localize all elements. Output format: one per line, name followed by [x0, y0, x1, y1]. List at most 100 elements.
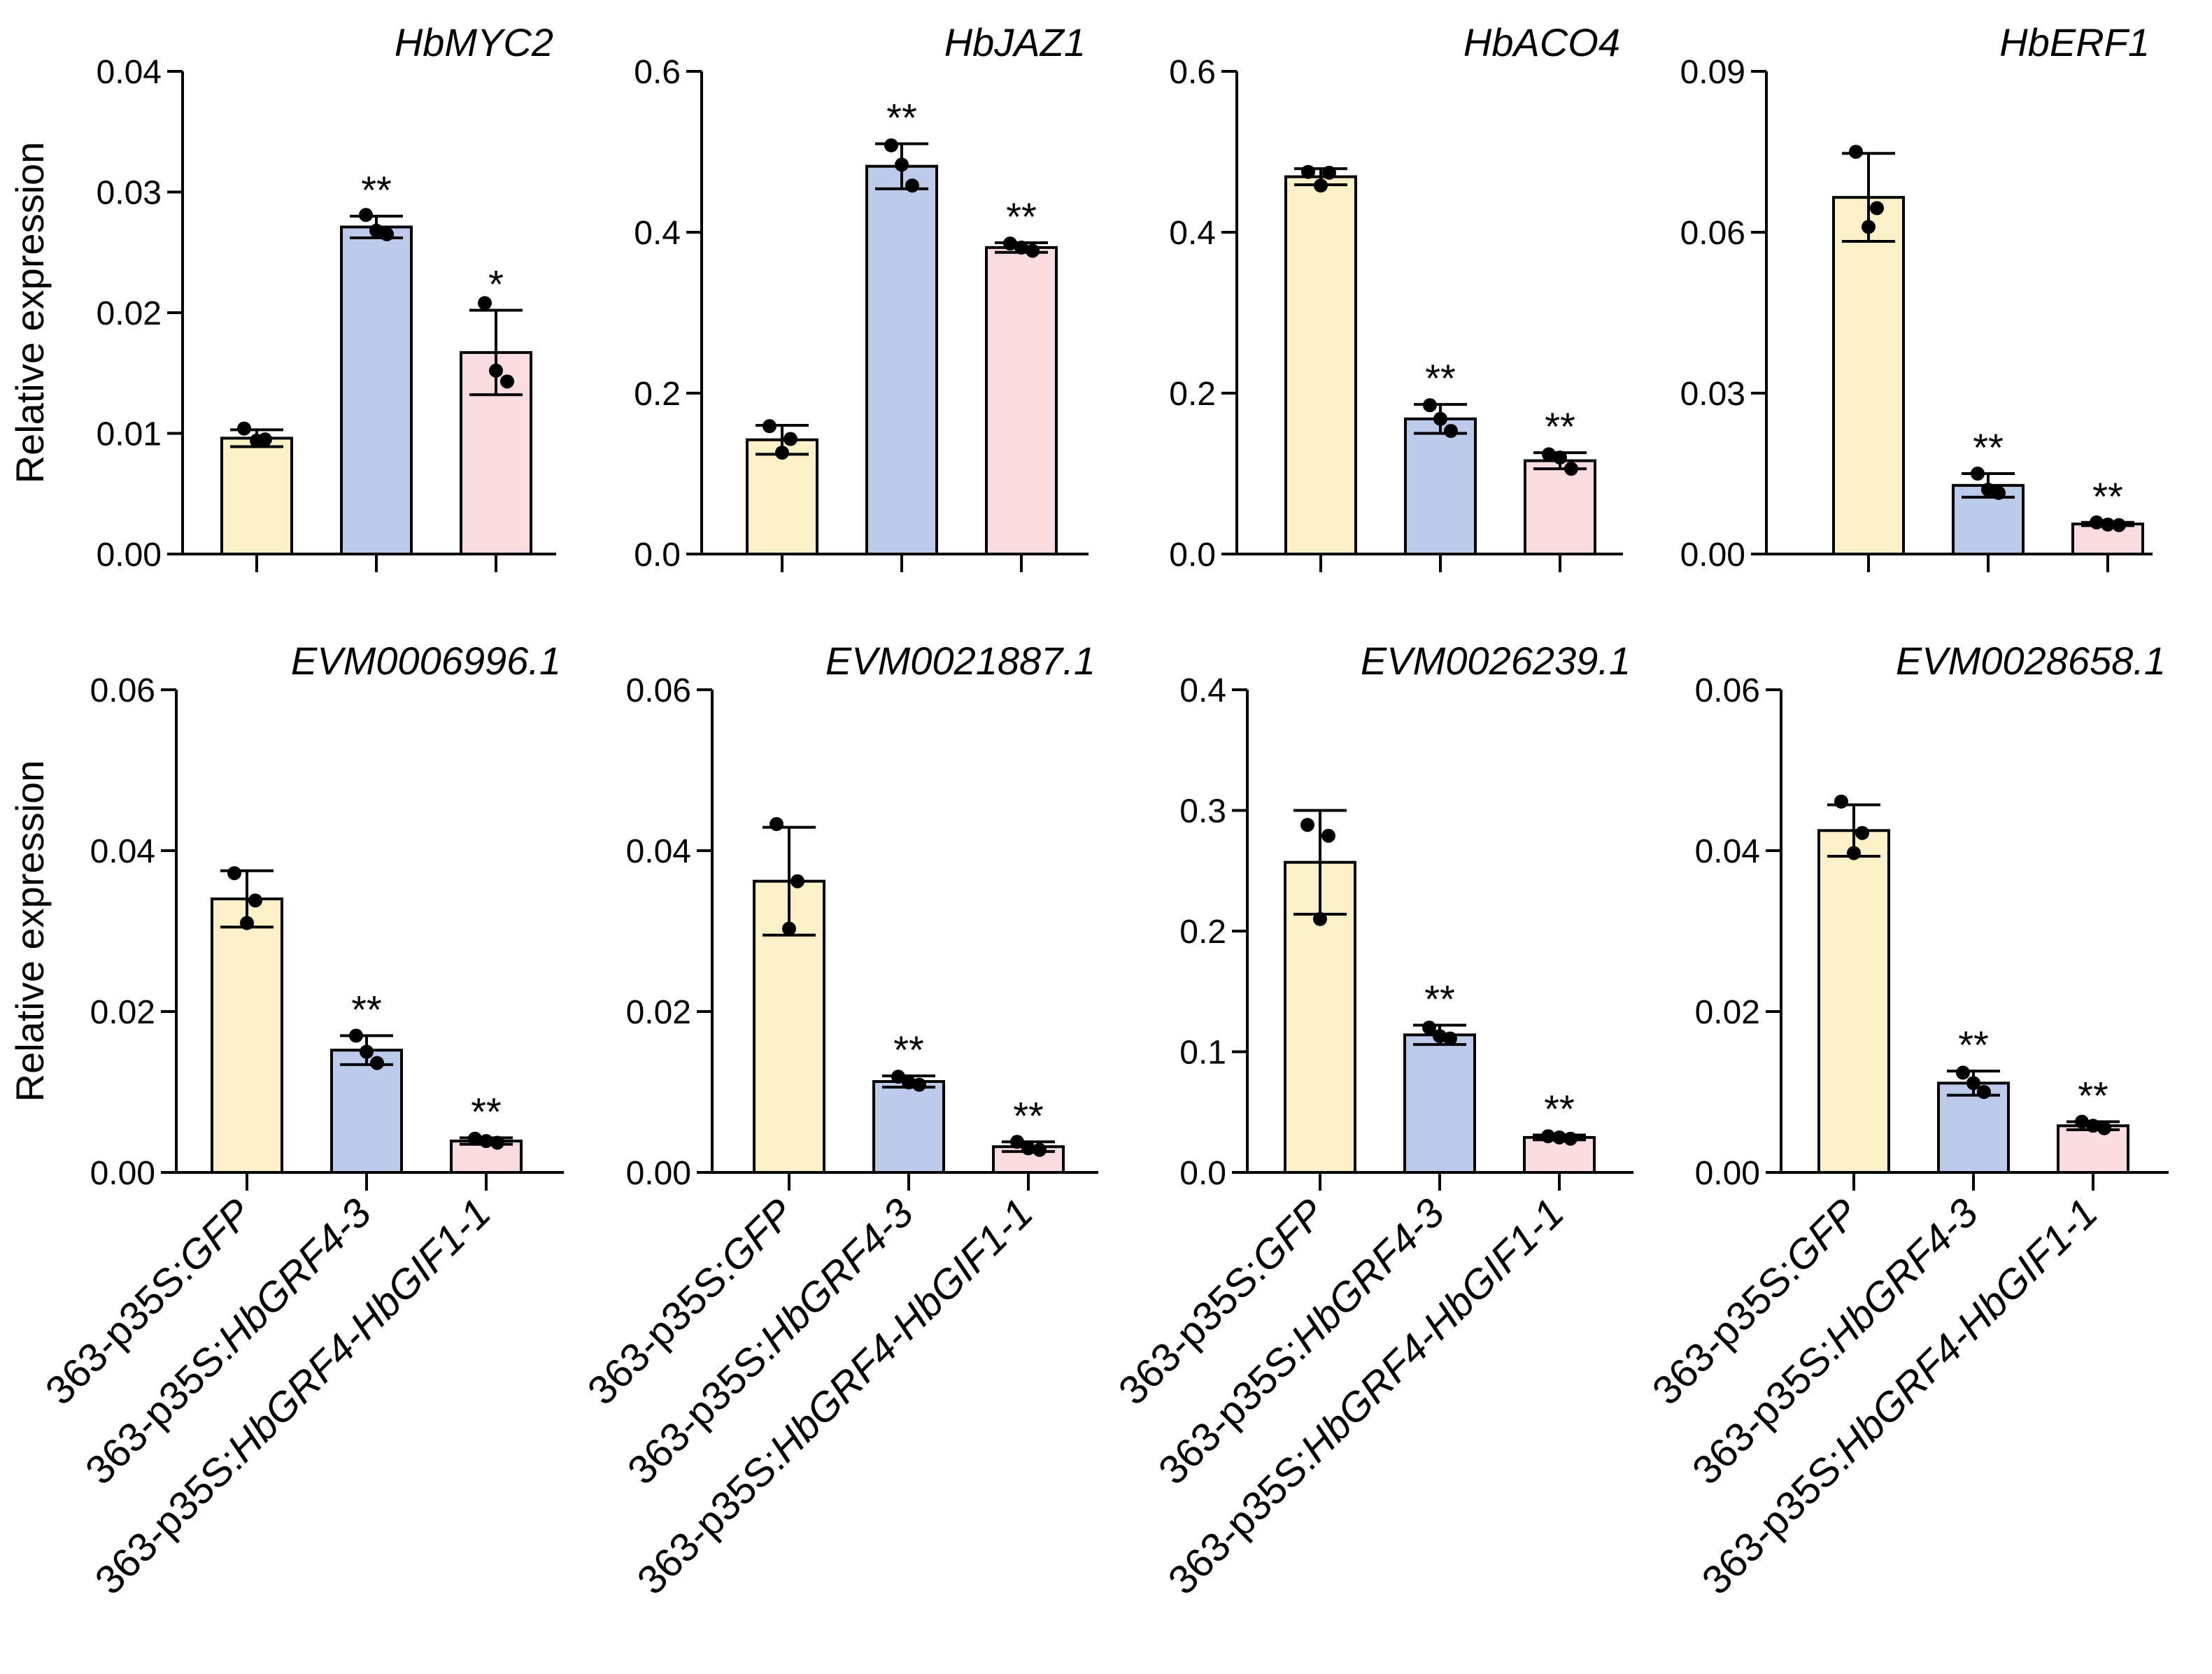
y-tick-label: 0.04 [90, 833, 155, 870]
data-point [1322, 165, 1336, 180]
data-point [1033, 1142, 1047, 1157]
data-point [1971, 467, 1985, 481]
data-point [479, 1134, 493, 1149]
panel-title: HbERF1 [1999, 20, 2150, 64]
data-point [1423, 398, 1437, 413]
data-point [1966, 1076, 1980, 1091]
data-point [1433, 411, 1447, 426]
panel-hbaco4: 0.0 0.2 0.4 0.6 HbACO4 ** ** [1169, 20, 1623, 574]
panel-evm0026239-1: 0.0 0.1 0.2 0.3 0.4 EVM0026239.1 ** ** 363-p35S:… [1110, 639, 1633, 1603]
data-point [468, 1131, 482, 1146]
y-tick-label: 0.06 [1680, 215, 1745, 252]
y-tick-label: 0.02 [97, 295, 162, 332]
data-point [1992, 485, 2006, 500]
data-point [240, 916, 254, 930]
data-point [1834, 794, 1848, 809]
data-point [1542, 447, 1556, 462]
data-point [1422, 1021, 1436, 1035]
data-point [884, 138, 898, 152]
data-point [2086, 1119, 2100, 1133]
data-point [1301, 164, 1315, 179]
y-tick-label: 0.2 [634, 376, 681, 413]
y-axis-label: Relative expression [8, 760, 52, 1102]
x-category-label: 363-p35S:GFP [1644, 1190, 1868, 1414]
significance-label: ** [361, 168, 392, 212]
data-point [359, 208, 373, 222]
data-point [775, 446, 789, 460]
data-point [905, 178, 919, 193]
significance-label: ** [1958, 1023, 1989, 1067]
panel-title: HbACO4 [1463, 20, 1620, 64]
data-point [763, 419, 777, 434]
panel-hberf1: 0.00 0.03 0.06 0.09 HbERF1 ** ** [1680, 20, 2153, 574]
bar [330, 1049, 403, 1174]
data-point [891, 1070, 905, 1084]
panel-hbmyc2: 0.00 0.01 0.02 0.03 0.04 HbMYC2 Relative expre… [8, 20, 556, 574]
significance-label: ** [2078, 1074, 2108, 1118]
bar [2057, 1124, 2129, 1175]
data-point [1564, 1131, 1578, 1146]
y-tick-label: 0.4 [634, 215, 681, 252]
y-tick-label: 0.04 [97, 54, 162, 91]
bar [1404, 417, 1477, 555]
bar [985, 246, 1058, 555]
data-point [490, 1135, 504, 1150]
data-point [1956, 1065, 1970, 1080]
significance-label: ** [351, 988, 382, 1032]
y-tick-label: 0.3 [1179, 793, 1226, 830]
y-tick-label: 0.03 [97, 175, 162, 212]
data-point [349, 1028, 363, 1043]
data-point [1553, 451, 1567, 464]
y-tick-label: 0.06 [1695, 672, 1760, 709]
y-tick-label: 0.2 [1179, 914, 1226, 951]
significance-label: * [488, 262, 504, 306]
x-category-label: 363-p35S:GFP [579, 1190, 803, 1414]
data-point [1021, 1141, 1035, 1156]
panel-title: EVM0028658.1 [1896, 639, 2166, 683]
panel-title: EVM0006996.1 [291, 639, 561, 683]
data-point [1564, 462, 1578, 476]
data-point [1977, 1085, 1991, 1099]
y-tick-label: 0.06 [626, 672, 691, 709]
panel-hbjaz1: 0.0 0.2 0.4 0.6 HbJAZ1 ** ** [634, 20, 1089, 574]
data-point [380, 227, 394, 241]
y-tick-label: 0.04 [626, 833, 691, 870]
bar [1937, 1081, 2010, 1174]
panel-title: EVM0021887.1 [825, 639, 1096, 683]
data-point [1026, 243, 1040, 258]
bar [865, 164, 938, 555]
data-point [1855, 825, 1869, 840]
y-tick-label: 0.00 [90, 1155, 155, 1192]
data-point [1313, 912, 1327, 926]
y-tick-label: 0.0 [634, 537, 681, 574]
y-tick-label: 0.4 [1179, 672, 1226, 709]
bar [1403, 1033, 1476, 1174]
data-point [790, 874, 804, 888]
data-point [369, 223, 383, 238]
significance-label: ** [1006, 194, 1037, 239]
data-point [1862, 220, 1876, 234]
data-point [1849, 145, 1863, 159]
data-point [1443, 1031, 1457, 1046]
x-category-label: 363-p35S:GFP [37, 1190, 261, 1414]
data-point [895, 157, 909, 172]
y-tick-label: 0.4 [1169, 215, 1216, 252]
panel-evm0006996-1: 0.00 0.02 0.04 0.06 EVM0006996.1 Relative exp… [8, 639, 564, 1603]
data-point [2097, 1121, 2111, 1135]
data-point [1003, 236, 1017, 251]
y-tick-label: 0.00 [626, 1155, 691, 1192]
data-point [1981, 483, 1995, 497]
bar [1284, 175, 1357, 555]
data-point [1433, 1029, 1447, 1044]
y-axis-label: Relative expression [8, 142, 52, 484]
y-tick-label: 0.00 [1680, 537, 1745, 574]
significance-label: ** [1545, 404, 1575, 448]
y-tick-label: 0.04 [1695, 833, 1760, 870]
data-point [237, 421, 251, 436]
data-point [227, 866, 241, 881]
panel-evm0021887-1: 0.00 0.02 0.04 0.06 EVM0021887.1 ** ** 363-p35S… [579, 639, 1098, 1603]
y-tick-label: 0.0 [1169, 537, 1216, 574]
bar [753, 879, 825, 1174]
panel-title: HbJAZ1 [944, 20, 1086, 64]
